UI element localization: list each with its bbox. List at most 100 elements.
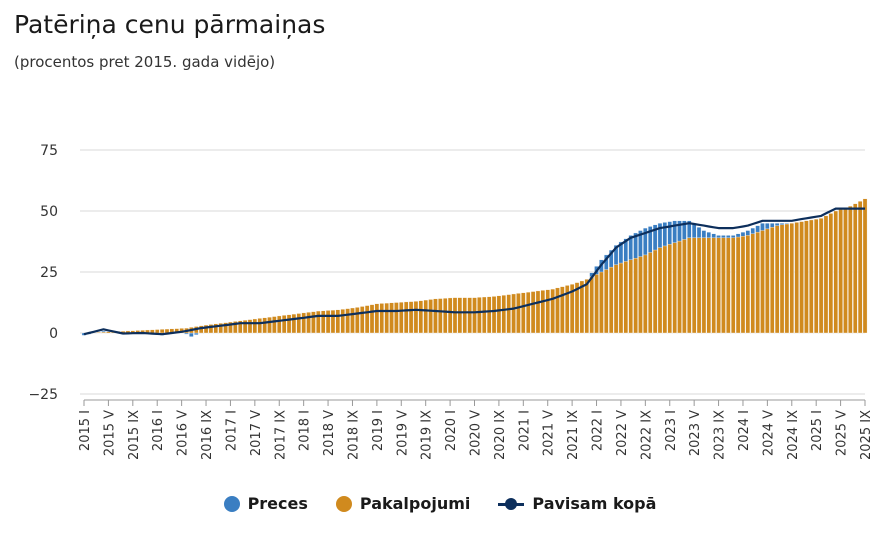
x-tick-label: 2015 IX: [127, 410, 142, 460]
bar-pakalpojumi: [311, 311, 316, 334]
legend-swatch-kopa: [498, 496, 525, 512]
bar-pakalpojumi: [662, 245, 668, 334]
bar-pakalpojumi: [652, 249, 658, 334]
bar-pakalpojumi: [579, 280, 585, 334]
bar-pakalpojumi: [452, 297, 458, 334]
bar-pakalpojumi: [774, 225, 780, 334]
y-tick-label: 50: [40, 204, 58, 220]
bar-pakalpojumi: [838, 209, 843, 334]
x-tick-label: 2025 I: [810, 410, 825, 451]
bar-pakalpojumi: [853, 203, 858, 334]
x-tick-label: 2022 IX: [639, 410, 654, 460]
bar-preces: [189, 332, 194, 337]
bar-pakalpojumi: [750, 233, 755, 334]
bar-pakalpojumi: [691, 237, 697, 334]
chart-title: Patēriņa cenu pārmaiņas: [14, 10, 326, 39]
x-tick-label: 2021 I: [517, 410, 532, 451]
x-tick-label: 2024 I: [737, 410, 752, 451]
x-tick-label: 2022 I: [591, 410, 606, 451]
bar-pakalpojumi: [467, 297, 472, 334]
bar-pakalpojumi: [721, 237, 726, 334]
bar-pakalpojumi: [809, 219, 814, 334]
bar-pakalpojumi: [423, 299, 428, 334]
bar-pakalpojumi: [408, 301, 414, 334]
bar-pakalpojumi: [716, 237, 721, 334]
legend-item-kopa[interactable]: Pavisam kopā: [498, 494, 656, 513]
x-tick-label: 2024 V: [761, 410, 776, 456]
bar-pakalpojumi: [682, 239, 687, 334]
bar-pakalpojumi: [155, 329, 160, 334]
bar-pakalpojumi: [521, 292, 526, 334]
bar-pakalpojumi: [340, 309, 345, 334]
bar-pakalpojumi: [574, 282, 580, 334]
bar-pakalpojumi: [687, 237, 692, 334]
bar-pakalpojumi: [106, 331, 111, 334]
bar-pakalpojumi: [711, 237, 716, 334]
bar-pakalpojumi: [857, 201, 863, 334]
bar-pakalpojumi: [530, 291, 536, 334]
legend-item-pakalpojumi[interactable]: Pakalpojumi: [335, 494, 470, 513]
bar-pakalpojumi: [677, 240, 682, 334]
bar-pakalpojumi: [511, 293, 516, 334]
x-tick-label: 2018 I: [298, 410, 313, 451]
x-tick-label: 2023 V: [688, 410, 703, 456]
bar-pakalpojumi: [213, 323, 219, 334]
bar-pakalpojumi: [394, 302, 399, 334]
x-tick-label: 2019 IX: [420, 410, 435, 460]
x-tick-label: 2015 V: [102, 410, 117, 456]
bar-pakalpojumi: [277, 315, 282, 334]
bar-pakalpojumi: [569, 284, 575, 334]
bar-pakalpojumi: [272, 316, 277, 334]
bar-pakalpojumi: [477, 297, 482, 334]
x-tick-label: 2018 IX: [346, 410, 361, 460]
bar-pakalpojumi: [550, 288, 555, 334]
x-tick-label: 2017 I: [224, 410, 239, 451]
bar-pakalpojumi: [384, 302, 389, 334]
bar-preces: [184, 332, 189, 335]
bar-pakalpojumi: [740, 236, 746, 334]
x-tick-label: 2017 IX: [273, 410, 288, 460]
bar-pakalpojumi: [433, 298, 438, 334]
bar-pakalpojumi: [355, 307, 360, 334]
bar-pakalpojumi: [257, 318, 262, 334]
bar-pakalpojumi: [506, 294, 511, 334]
x-tick-label: 2015 I: [78, 410, 93, 451]
x-tick-label: 2023 I: [664, 410, 679, 451]
bar-pakalpojumi: [296, 313, 302, 334]
x-tick-label: 2023 IX: [713, 410, 728, 460]
bar-pakalpojumi: [330, 309, 336, 334]
legend-item-preces[interactable]: Preces: [223, 494, 308, 513]
bar-pakalpojumi: [638, 256, 643, 334]
bar-pakalpojumi: [818, 218, 824, 334]
bar-pakalpojumi: [501, 295, 507, 334]
bar-pakalpojumi: [203, 324, 209, 334]
x-tick-label: 2019 I: [371, 410, 386, 451]
bar-pakalpojumi: [350, 307, 355, 334]
bar-pakalpojumi: [613, 264, 619, 334]
bar-pakalpojumi: [496, 295, 502, 334]
bar-pakalpojumi: [96, 332, 101, 334]
bar-pakalpojumi: [799, 221, 804, 334]
bar-pakalpojumi: [491, 296, 497, 334]
bar-pakalpojumi: [760, 230, 765, 334]
bar-pakalpojumi: [345, 308, 350, 334]
bar-pakalpojumi: [643, 254, 648, 334]
x-tick-label: 2018 V: [322, 410, 337, 456]
bar-pakalpojumi: [262, 317, 267, 334]
x-tick-label: 2021 IX: [566, 410, 581, 460]
bar-pakalpojumi: [291, 313, 297, 334]
bar-pakalpojumi: [316, 310, 321, 334]
bar-pakalpojumi: [604, 269, 609, 334]
bar-pakalpojumi: [648, 252, 653, 334]
legend-swatch-preces: [223, 495, 240, 512]
bar-pakalpojumi: [374, 303, 380, 334]
bar-pakalpojumi: [843, 207, 848, 334]
y-tick-label: −25: [28, 387, 58, 403]
bar-pakalpojumi: [779, 224, 785, 334]
bar-pakalpojumi: [472, 297, 477, 334]
bar-pakalpojumi: [360, 306, 365, 334]
bar-pakalpojumi: [848, 205, 853, 334]
bar-pakalpojumi: [731, 237, 736, 334]
bar-pakalpojumi: [789, 223, 795, 334]
bar-pakalpojumi: [560, 286, 565, 334]
